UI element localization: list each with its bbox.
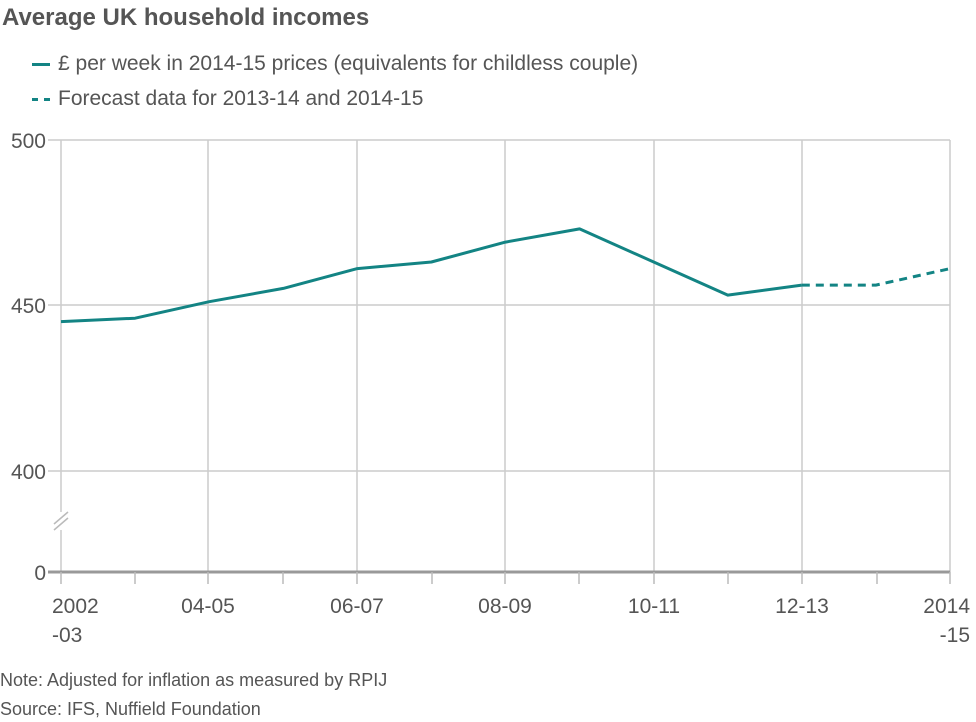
legend-label-actual: £ per week in 2014-15 prices (equivalent… [58, 52, 639, 75]
gridlines [48, 139, 951, 572]
x-tick-2014-15-line1: 2014 [923, 595, 970, 618]
x-tick-2002-03-line2: -03 [52, 624, 82, 647]
y-tick-450: 450 [11, 295, 46, 318]
legend-item-actual: £ per week in 2014-15 prices (equivalent… [32, 52, 638, 76]
x-tick-08-09: 08-09 [478, 595, 532, 618]
x-tick-04-05: 04-05 [181, 595, 235, 618]
axis-break-icon [52, 511, 70, 531]
source-text: Source: IFS, Nuffield Foundation [0, 699, 261, 719]
y-tick-400: 400 [11, 461, 46, 484]
x-tick-12-13: 12-13 [775, 595, 829, 618]
x-tick-2002-03-line1: 2002 [52, 595, 99, 618]
x-tick-10-11: 10-11 [628, 595, 680, 618]
series-line-forecast [801, 267, 951, 287]
y-tick-0: 0 [34, 562, 46, 585]
series-line-actual [60, 227, 803, 324]
x-tick-06-07: 06-07 [330, 595, 384, 618]
chart-title: Average UK household incomes [2, 4, 370, 31]
x-tick-2014-15-line2: -15 [940, 624, 970, 647]
x-axis-ticks [60, 572, 951, 584]
legend-item-forecast: Forecast data for 2013-14 and 2014-15 [32, 87, 423, 111]
legend-label-forecast: Forecast data for 2013-14 and 2014-15 [58, 87, 424, 110]
dashed-line-swatch-icon [32, 97, 50, 101]
y-tick-500: 500 [11, 130, 46, 153]
footnote: Note: Adjusted for inflation as measured… [0, 670, 388, 690]
solid-line-swatch-icon [32, 62, 50, 66]
